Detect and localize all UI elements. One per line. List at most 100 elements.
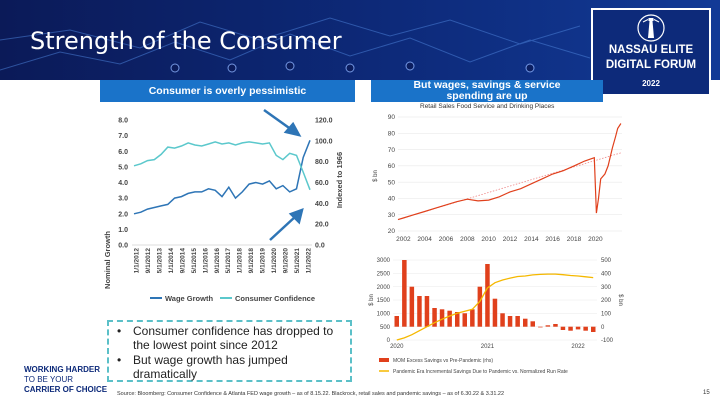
chart3-bar <box>439 309 445 327</box>
chart1-series-consumer-confidence <box>133 141 311 191</box>
chart1-arrows <box>263 108 304 241</box>
chart1-ytick: 5.0 <box>118 164 128 171</box>
logo-line-1: NASSAU ELITE <box>608 44 694 56</box>
chart1-xtick: 5/1/2021 <box>294 248 301 274</box>
page-number: 15 <box>703 390 710 396</box>
chart1-y2tick: 0.0 <box>315 243 325 250</box>
chart2-retail-sales-line <box>397 123 622 221</box>
chart2-x-axis: 2002 2004 2006 2008 2010 2012 2014 2016 2018 2020 <box>396 236 603 243</box>
chart2-xtick: 2018 <box>567 236 582 243</box>
chart1-legend-wage: Wage Growth <box>165 294 213 303</box>
chart3-bar <box>470 309 475 327</box>
chart1-xtick: 1/1/2018 <box>237 248 244 274</box>
chart1-ytick: 8.0 <box>118 118 128 125</box>
chart3-bar <box>424 296 430 327</box>
key-points-callout: Consumer confidence has dropped to the l… <box>107 320 352 382</box>
chart3-bar <box>455 312 460 327</box>
tagline-line-3: CARRIER OF CHOICE <box>24 385 108 394</box>
chart2-ytick: 30 <box>388 212 396 219</box>
chart3-bar <box>402 260 407 327</box>
chart1-y2tick: 80.0 <box>315 159 329 166</box>
chart2-xtick: 2004 <box>417 236 432 243</box>
chart3-bar <box>530 321 535 327</box>
chart3-left-axis: 0 500 1000 1500 2000 2500 3000 <box>377 258 391 344</box>
page-title: Strength of the Consumer <box>30 27 342 55</box>
chart1-xtick: 5/1/2019 <box>260 248 267 274</box>
chart2-xtick: 2012 <box>503 236 518 243</box>
chart3-bar <box>394 316 399 327</box>
logo-year: 2022 <box>642 79 660 88</box>
chart3-y2tick: 0 <box>601 325 605 331</box>
chart1-ytick: 4.0 <box>118 180 128 187</box>
chart2-ylabel: $ bn <box>373 170 379 182</box>
chart3-xtick: 2020 <box>390 344 404 350</box>
chart1-xtick: 5/1/2017 <box>225 248 232 274</box>
chart1-y2tick: 40.0 <box>315 201 329 208</box>
banner-network-graphic <box>0 17 591 73</box>
chart2-xtick: 2014 <box>524 236 539 243</box>
chart2-ytick: 40 <box>388 196 396 203</box>
chart2-ytick: 70 <box>388 147 396 154</box>
chart1-legend: Wage Growth Consumer Confidence <box>150 294 315 303</box>
chart1-left-axis: 0.0 1.0 2.0 3.0 4.0 5.0 6.0 7.0 8.0 <box>118 118 128 250</box>
chart3-bar <box>447 310 452 327</box>
chart2-ytick: 80 <box>388 130 396 137</box>
retail-sales-chart: Retail Sales Food Service and Drinking P… <box>373 103 622 243</box>
chart3-y2tick: 100 <box>601 312 612 318</box>
chart1-y2label: Indexed to 1966 <box>335 152 344 208</box>
chart1-legend-confidence: Consumer Confidence <box>235 294 315 303</box>
chart1-right-axis: 0.0 20.0 40.0 60.0 80.0 100.0 120.0 <box>315 118 333 250</box>
company-tagline: WORKING HARDER TO BE YOUR CARRIER OF CHO… <box>24 365 107 395</box>
chart1-xtick: 9/1/2016 <box>214 248 221 274</box>
chart1-ylabel: Nominal Growth <box>103 231 112 289</box>
chart1-ytick: 2.0 <box>118 211 128 218</box>
chart3-ytick: 500 <box>380 325 391 331</box>
chart3-bar <box>545 325 551 327</box>
chart1-ytick: 7.0 <box>118 133 128 140</box>
pandemic-savings-chart: 0 500 1000 1500 2000 2500 3000 -100 0 100 200 300 4… <box>369 258 623 375</box>
chart2-title: Retail Sales Food Service and Drinking P… <box>420 103 555 110</box>
chart2-y-axis: 20 30 40 50 60 70 80 90 <box>388 114 396 235</box>
chart3-y2tick: 400 <box>601 272 612 278</box>
chart3-bar <box>523 318 528 327</box>
chart3-bar <box>492 298 498 327</box>
chart1-ytick: 6.0 <box>118 149 128 156</box>
chart2-xtick: 2002 <box>396 236 411 243</box>
chart2-ytick: 90 <box>388 114 396 121</box>
chart2-xtick: 2016 <box>545 236 560 243</box>
left-section-header: Consumer is overly pessimistic <box>100 80 355 102</box>
chart3-ytick: 2000 <box>377 285 391 291</box>
chart1-y2tick: 100.0 <box>315 138 333 145</box>
chart2-ytick: 60 <box>388 163 396 170</box>
chart3-bar <box>583 326 588 331</box>
chart3-savings-line <box>396 273 594 341</box>
right-header-line-2: spending are up <box>446 90 528 102</box>
bullet-1: Consumer confidence has dropped to the l… <box>117 324 342 352</box>
chart1-xtick: 1/1/2022 <box>306 248 313 274</box>
source-note: Source: Bloomberg: Consumer Confidence &… <box>117 391 505 397</box>
chart1-series-wage-growth <box>133 140 311 215</box>
chart1-ytick: 0.0 <box>118 243 128 250</box>
chart3-bar <box>417 296 422 327</box>
chart2-ytick: 50 <box>388 179 396 186</box>
chart2-xtick: 2020 <box>588 236 603 243</box>
right-header-line-1: But wages, savings & service <box>413 79 561 91</box>
chart3-ytick: 3000 <box>377 258 391 264</box>
chart2-xtick: 2006 <box>439 236 454 243</box>
chart3-bar <box>515 316 520 327</box>
chart2-ytick: 20 <box>388 228 396 235</box>
chart3-y2tick: 200 <box>601 298 612 304</box>
chart1-xtick: 5/1/2013 <box>156 248 163 274</box>
chart1-y2tick: 60.0 <box>315 180 329 187</box>
chart3-y2tick: 300 <box>601 285 612 291</box>
chart3-bar <box>409 286 415 327</box>
wage-confidence-chart: 0.0 1.0 2.0 3.0 4.0 5.0 6.0 7.0 8.0 0.0 20.0 40.0 6… <box>103 108 344 303</box>
chart3-ylabel: $ bn <box>369 294 375 306</box>
chart3-bar <box>485 264 490 327</box>
chart3-xtick: 2021 <box>481 344 495 350</box>
chart3-xtick: 2022 <box>571 344 585 350</box>
chart1-ytick: 1.0 <box>118 227 128 234</box>
chart3-x-axis: 2020 2021 2022 <box>390 344 585 350</box>
chart2-xtick: 2008 <box>460 236 475 243</box>
